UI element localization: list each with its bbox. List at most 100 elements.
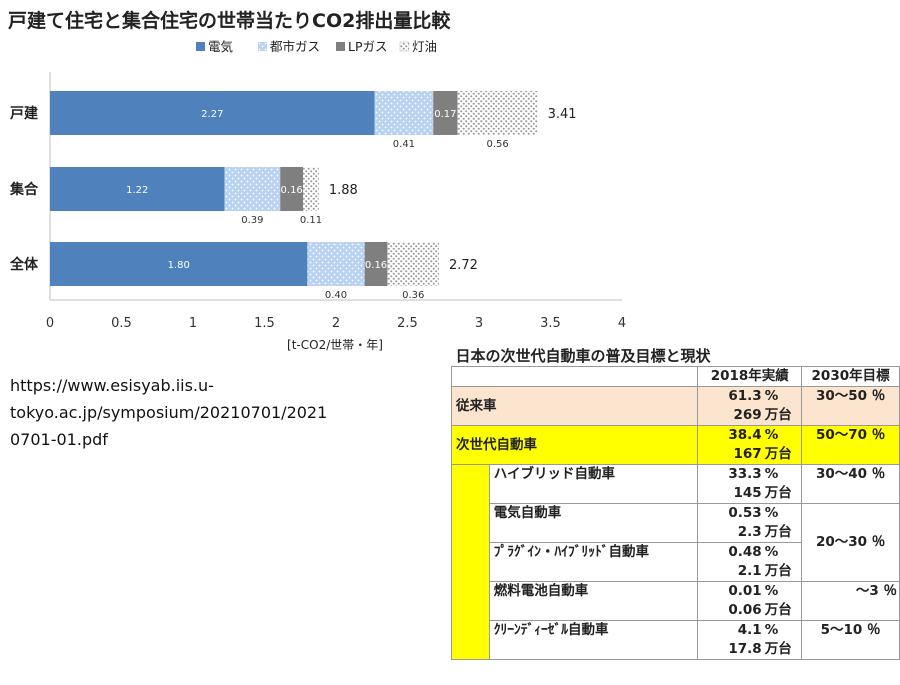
cell-unit: 万台 bbox=[763, 445, 802, 465]
cell-unit: 万台 bbox=[764, 524, 792, 540]
cell-target: 30～50 ％ bbox=[801, 386, 900, 406]
total-label: 3.41 bbox=[548, 107, 577, 122]
row-label-ev: 電気自動車 bbox=[488, 503, 698, 523]
x-tick-label: 0.5 bbox=[111, 316, 132, 331]
legend-label: LPガス bbox=[348, 39, 388, 54]
cell-unit: 万台 bbox=[764, 563, 792, 579]
cell-pct: 0.48 bbox=[697, 542, 764, 562]
source-url: https://www.esisyab.iis.u- tokyo.ac.jp/s… bbox=[10, 372, 370, 453]
data-label: 0.41 bbox=[393, 139, 415, 150]
cell-pct: 0.01 bbox=[697, 581, 764, 601]
cell-count: 145 bbox=[697, 484, 764, 504]
cell-unit: 万台 bbox=[763, 640, 802, 660]
cell-count: 2.1 bbox=[697, 562, 764, 582]
bar-segment-1 bbox=[307, 242, 365, 286]
cell-unit: % bbox=[763, 386, 802, 406]
cell-target: 30～40 ％ bbox=[801, 464, 900, 484]
plot-area: 0 0.5 1 1.5 2 2.5 3 3.5 4 戸建 2.27 0.41 0.17 0.56 3.41 集… bbox=[9, 72, 626, 331]
row-label-phev: ﾌﾟﾗｸﾞｲﾝ・ﾊｲﾌﾞﾘｯﾄﾞ自動車 bbox=[488, 542, 698, 562]
table-row: 0.06 万台 bbox=[452, 601, 900, 621]
table-row: 従来車 61.3 % 30～50 ％ bbox=[450, 386, 900, 426]
cell-count: 0.06 bbox=[697, 601, 764, 621]
data-label: 0.40 bbox=[325, 290, 347, 301]
source-url-line: tokyo.ac.jp/symposium/20210701/2021 bbox=[10, 403, 328, 422]
data-label: 0.16 bbox=[365, 260, 387, 271]
data-label: 0.11 bbox=[300, 215, 322, 226]
legend-label: 都市ガス bbox=[270, 39, 320, 54]
bar-segment-1 bbox=[374, 91, 434, 135]
x-tick-label: 4 bbox=[618, 316, 626, 331]
cell-count: 2.3 bbox=[697, 523, 764, 543]
legend-swatch bbox=[258, 42, 267, 51]
source-url-line: https://www.esisyab.iis.u- bbox=[10, 376, 214, 395]
cell-pct: 33.3 bbox=[697, 464, 764, 484]
category-label: 全体 bbox=[9, 256, 39, 273]
cell-pct: 0.53 bbox=[697, 503, 764, 523]
row-label-hybrid: ハイブリッド自動車 bbox=[488, 464, 698, 484]
cell-unit: % bbox=[763, 464, 802, 484]
cell-unit: % bbox=[763, 620, 802, 640]
subcategory-indent bbox=[451, 464, 490, 660]
cell-count: 17.8 bbox=[697, 640, 764, 660]
data-label: 0.36 bbox=[402, 290, 424, 301]
cell-pct: 38.4 bbox=[697, 425, 764, 445]
row-label-diesel: ｸﾘｰﾝﾃﾞｨｰｾﾞﾙ自動車 bbox=[488, 620, 698, 640]
data-label: 2.27 bbox=[201, 109, 223, 120]
data-label: 0.56 bbox=[486, 139, 508, 150]
cell-target: ～3 ％ bbox=[801, 581, 900, 601]
row-label-next-gen: 次世代自動車 bbox=[450, 425, 698, 465]
x-tick-label: 1 bbox=[189, 316, 197, 331]
data-label: 0.39 bbox=[241, 215, 263, 226]
row-label-fcv: 燃料電池自動車 bbox=[488, 581, 698, 601]
table-row: ハイブリッド自動車 33.3 % 30～40 ％ bbox=[451, 464, 900, 660]
cell-unit: % bbox=[763, 542, 802, 562]
source-url-line: 0701-01.pdf bbox=[10, 430, 108, 449]
next-gen-vehicle-table: 日本の次世代自動車の普及目標と現状 2018年実績 2030年目標 従来車 61… bbox=[450, 347, 900, 660]
table-row: 2.3 万台 bbox=[452, 523, 900, 543]
x-axis-label: [t-CO2/世帯・年] bbox=[287, 338, 383, 352]
header-2030: 2030年目標 bbox=[801, 366, 900, 387]
cell-unit: % bbox=[763, 581, 802, 601]
data-label: 0.17 bbox=[434, 109, 456, 120]
bar-segment-0 bbox=[50, 91, 375, 135]
table-row: 269 万台 bbox=[452, 406, 900, 426]
table-row: 145 万台 bbox=[452, 484, 900, 504]
x-tick-label: 1.5 bbox=[254, 316, 275, 331]
total-label: 2.72 bbox=[449, 258, 478, 273]
cell-unit: 万台 bbox=[763, 406, 802, 426]
legend-swatch bbox=[399, 41, 410, 52]
table-row: 燃料電池自動車 0.01 % ～3 ％ bbox=[452, 581, 900, 601]
data-label: 0.16 bbox=[281, 185, 303, 196]
table-row: 17.8 万台 bbox=[452, 640, 900, 660]
row-label-conventional: 従来車 bbox=[450, 386, 698, 426]
bar-segment-3 bbox=[457, 91, 538, 135]
table-title-row: 日本の次世代自動車の普及目標と現状 bbox=[452, 347, 900, 367]
data-label: 1.22 bbox=[126, 185, 148, 196]
bar-segment-3 bbox=[303, 167, 319, 211]
table-title: 日本の次世代自動車の普及目標と現状 bbox=[455, 347, 711, 365]
chart-legend: 電気 都市ガス LPガス 灯油 bbox=[196, 39, 437, 54]
table-row: ｸﾘｰﾝﾃﾞｨｰｾﾞﾙ自動車 4.1 % 5～10 ％ bbox=[452, 620, 900, 640]
cell-target: 5～10 ％ bbox=[801, 620, 900, 640]
table-row: 電気自動車 0.53 % 20～30 ％ bbox=[452, 503, 900, 582]
bar-segment-0 bbox=[50, 167, 225, 211]
cell-target: 50～70 ％ bbox=[801, 425, 900, 445]
x-tick-label: 3.5 bbox=[540, 316, 561, 331]
table-row: ﾌﾟﾗｸﾞｲﾝ・ﾊｲﾌﾞﾘｯﾄﾞ自動車 0.48 % bbox=[452, 542, 900, 562]
cell-unit: % bbox=[763, 503, 802, 523]
category-label: 集合 bbox=[9, 181, 39, 198]
x-tick-label: 2 bbox=[332, 316, 340, 331]
legend-swatch bbox=[336, 42, 345, 51]
table-row: 2.1 万台 bbox=[452, 562, 900, 582]
bar-segment-2 bbox=[280, 167, 304, 211]
cell-unit: % bbox=[763, 425, 802, 445]
category-label: 戸建 bbox=[10, 105, 38, 122]
cell-pct: 61.3 bbox=[697, 386, 764, 406]
cell-pct: 4.1 bbox=[697, 620, 764, 640]
cell-count: 269 bbox=[697, 406, 764, 426]
legend-swatch bbox=[196, 42, 205, 51]
stacked-bar-chart: 電気 都市ガス LPガス 灯油 0 0.5 1 1.5 2 2.5 3 3.5 4 戸建 2.27 0.41… bbox=[9, 39, 626, 352]
x-tick-label: 0 bbox=[46, 316, 54, 331]
bar-segment-0 bbox=[50, 242, 308, 286]
cell-unit: 万台 bbox=[764, 602, 792, 618]
